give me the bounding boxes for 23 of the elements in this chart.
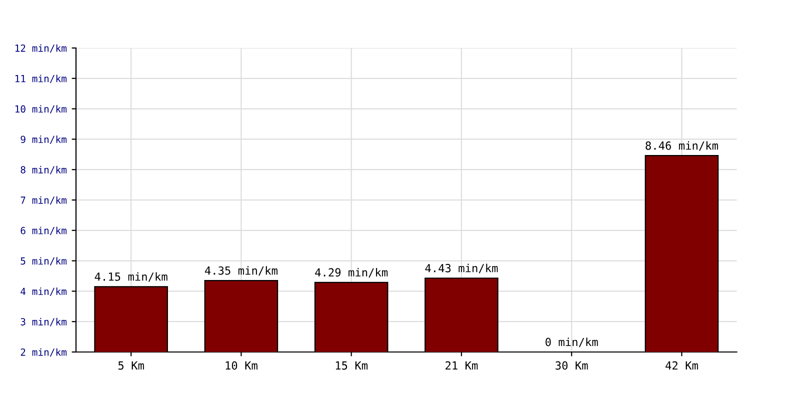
y-tick-label: 8 min/km — [20, 166, 67, 174]
y-tick-label: 5 min/km — [20, 257, 67, 266]
x-tick-label: 30 Km — [556, 361, 588, 370]
y-tick-label: 4 min/km — [20, 288, 67, 296]
y-tick-label: 7 min/km — [20, 196, 67, 205]
text: 0 min/km — [546, 338, 598, 348]
y-tick-label: 3 min/km — [20, 318, 67, 326]
y-tick-label: 6 min/km — [20, 226, 67, 236]
x-tick-label: 42 Km — [666, 361, 698, 370]
data-label: 4.29 min/km — [315, 268, 388, 278]
y-tick-label: 2 min/km — [20, 348, 67, 357]
y-tick-label: 9 min/km — [20, 136, 67, 144]
y-tick-label: 12 min/km — [15, 44, 67, 53]
x-tick-label: 21 Km — [446, 361, 478, 370]
data-label: 4.43 min/km — [425, 264, 498, 274]
x-tick-label: 5 Km — [118, 361, 144, 370]
y-tick-label: 10 min/km — [15, 105, 67, 114]
x-tick-label: 10 Km — [226, 361, 258, 370]
y-tick-label: 11 min/km — [15, 74, 67, 84]
data-label: 8.46 min/km — [646, 141, 718, 151]
x-tick-label: 15 Km — [336, 361, 368, 370]
data-label: 4.15 min/km — [94, 272, 168, 282]
data-label: 4.35 min/km — [204, 266, 278, 276]
